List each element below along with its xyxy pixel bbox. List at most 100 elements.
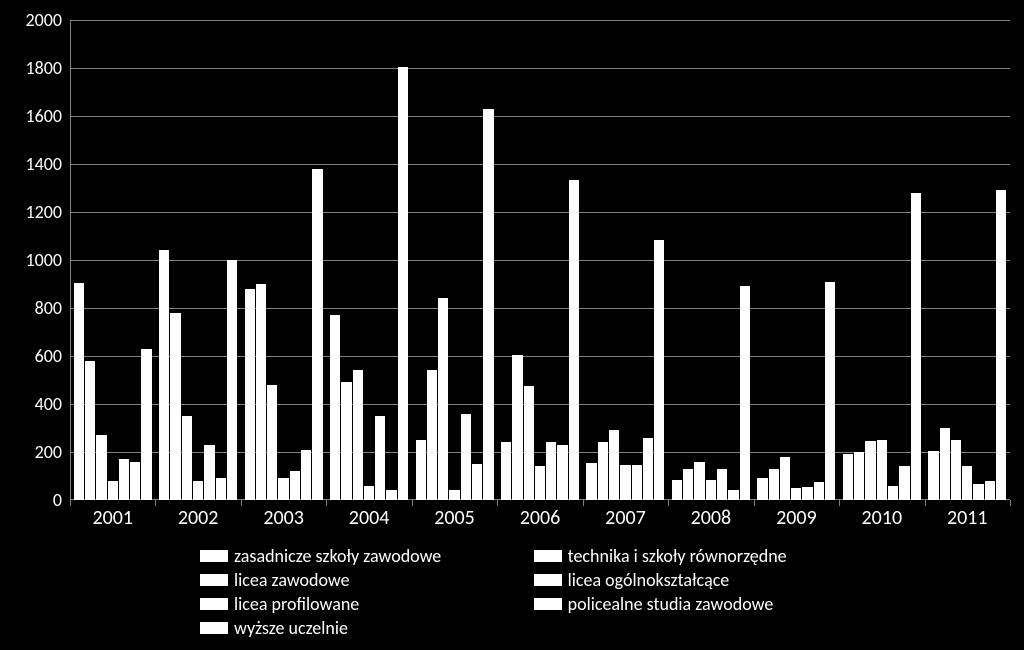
bar [854, 452, 864, 500]
legend-label: zasadnicze szkoły zawodowe [234, 545, 441, 567]
bar [546, 442, 556, 500]
x-tick-label: 2011 [947, 506, 988, 530]
bar [598, 442, 608, 500]
bar-group [501, 20, 579, 500]
bar [557, 445, 567, 500]
bar [204, 445, 214, 500]
bar-group [928, 20, 1006, 500]
x-tick-mark [70, 500, 71, 506]
bar [973, 484, 983, 500]
legend-label: wyższe uczelnie [234, 617, 348, 639]
bar [940, 428, 950, 500]
y-tick-label: 1600 [26, 105, 63, 127]
y-tick-label: 1800 [26, 57, 63, 79]
y-tick-label: 1000 [26, 249, 63, 271]
y-tick-label: 200 [35, 441, 62, 463]
bar [501, 442, 511, 500]
bar [569, 180, 579, 500]
bar-group [245, 20, 323, 500]
plot-area [70, 20, 1010, 500]
bar [130, 462, 140, 500]
bar [740, 286, 750, 500]
bar [728, 490, 738, 500]
bar-group [672, 20, 750, 500]
bar [427, 370, 437, 500]
legend-column-right: technika i szkoły równorzędnelicea ogóln… [534, 545, 864, 617]
bar [438, 298, 448, 500]
legend-swatch [534, 598, 562, 610]
bar [341, 382, 351, 500]
legend-label: policealne studia zawodowe [568, 593, 774, 615]
y-tick-label: 400 [35, 393, 62, 415]
x-tick-mark [925, 500, 926, 506]
x-tick-mark [412, 500, 413, 506]
bar [375, 416, 385, 500]
bar [672, 480, 682, 500]
bar [586, 463, 596, 500]
bar [216, 478, 226, 500]
x-tick-mark [583, 500, 584, 506]
bar [928, 451, 938, 500]
bar [108, 481, 118, 500]
bar [620, 465, 630, 500]
bar [312, 169, 322, 500]
legend-column-left: zasadnicze szkoły zawodowelicea zawodowe… [200, 545, 530, 641]
bar [461, 414, 471, 500]
bar [609, 430, 619, 500]
x-tick-mark [668, 500, 669, 506]
x-tick-mark [1010, 500, 1011, 506]
bar [398, 67, 408, 500]
bar [301, 450, 311, 500]
legend-item: licea zawodowe [200, 569, 530, 591]
bar [267, 385, 277, 500]
chart-container: 0200400600800100012001400160018002000 20… [0, 0, 1024, 650]
bar [472, 464, 482, 500]
bar [706, 480, 716, 500]
x-axis: 2001200220032004200520062007200820092010… [70, 500, 1010, 540]
legend-item: policealne studia zawodowe [534, 593, 864, 615]
bar [483, 109, 493, 500]
bar-group [416, 20, 494, 500]
x-tick-mark [326, 500, 327, 506]
bar [96, 435, 106, 500]
bar [825, 282, 835, 500]
legend-item: licea profilowane [200, 593, 530, 615]
x-tick-label: 2004 [349, 506, 390, 530]
y-tick-label: 2000 [26, 9, 63, 31]
bar [182, 416, 192, 500]
legend-label: licea profilowane [234, 593, 359, 615]
bar [85, 361, 95, 500]
bar [159, 250, 169, 500]
bar [227, 260, 237, 500]
y-tick-label: 600 [35, 345, 62, 367]
legend-label: licea ogólnokształcące [568, 569, 730, 591]
legend-item: technika i szkoły równorzędne [534, 545, 864, 567]
bar [962, 466, 972, 500]
legend-swatch [534, 574, 562, 586]
x-tick-label: 2003 [263, 506, 304, 530]
bar [193, 481, 203, 500]
y-tick-label: 0 [53, 489, 62, 511]
bar [119, 459, 129, 500]
y-tick-label: 800 [35, 297, 62, 319]
bar [769, 469, 779, 500]
bar [245, 289, 255, 500]
bar [899, 466, 909, 500]
bar-group [330, 20, 408, 500]
bar [364, 486, 374, 500]
bar [643, 438, 653, 500]
bar-group [843, 20, 921, 500]
bar [843, 454, 853, 500]
y-axis: 0200400600800100012001400160018002000 [0, 20, 70, 500]
bar [877, 440, 887, 500]
x-tick-label: 2002 [178, 506, 219, 530]
bar [386, 490, 396, 500]
bar [865, 441, 875, 500]
bar [278, 478, 288, 500]
bar [353, 370, 363, 500]
bar [535, 466, 545, 500]
x-tick-label: 2009 [776, 506, 817, 530]
legend-label: technika i szkoły równorzędne [568, 545, 787, 567]
x-tick-mark [497, 500, 498, 506]
bar [330, 315, 340, 500]
